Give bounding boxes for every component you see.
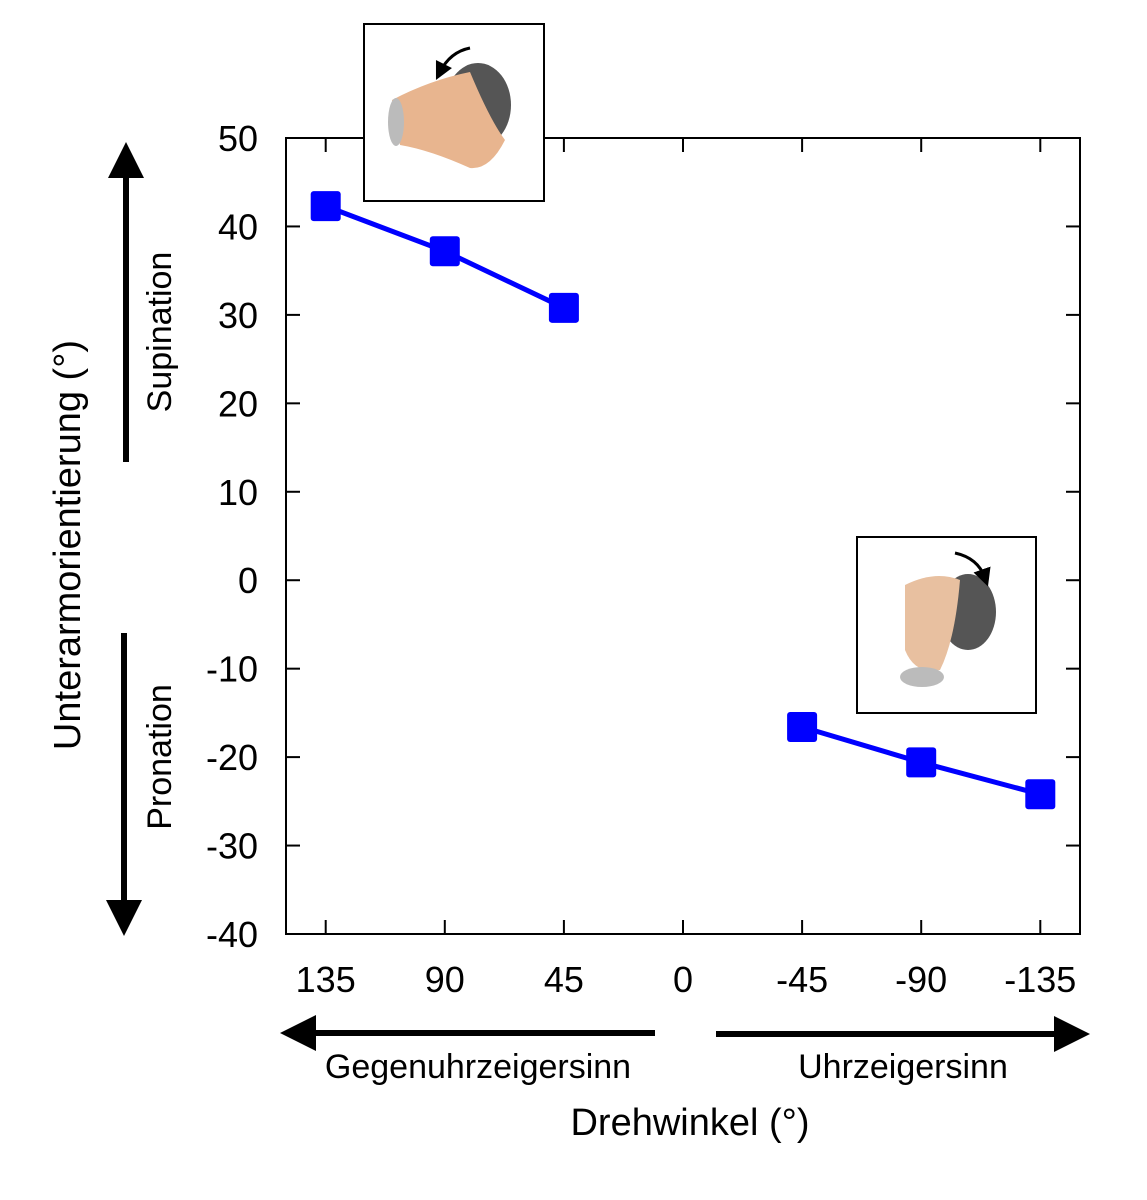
y-tick-label: 0 xyxy=(238,560,258,601)
x-tick-label: -135 xyxy=(1004,959,1076,1000)
x-tick-label: 90 xyxy=(425,959,465,1000)
y-tick-label: 10 xyxy=(218,472,258,513)
supination-label: Supination xyxy=(141,252,179,413)
y-tick-label: -10 xyxy=(206,649,258,690)
clockwise-label: Uhrzeigersinn xyxy=(798,1048,1008,1086)
x-tick-label: 135 xyxy=(296,959,356,1000)
data-point xyxy=(1025,779,1056,810)
y-tick-label: -40 xyxy=(206,914,258,955)
x-tick-label: -45 xyxy=(776,959,828,1000)
data-point xyxy=(310,191,341,222)
y-tick-label: 20 xyxy=(218,383,258,424)
data-point xyxy=(906,747,937,778)
y-tick-label: -20 xyxy=(206,737,258,778)
y-axis-label: Unterarmorientierung (°) xyxy=(47,340,89,750)
y-tick-label: 30 xyxy=(218,295,258,336)
hand-cw-image xyxy=(856,536,1037,714)
y-tick-label: -30 xyxy=(206,826,258,867)
x-axis-label: Drehwinkel (°) xyxy=(570,1102,809,1144)
series-layer xyxy=(310,191,1056,810)
hand-ccw-image xyxy=(363,23,545,202)
x-tick-label: 45 xyxy=(544,959,584,1000)
y-tick-label: 50 xyxy=(218,118,258,159)
counterclockwise-label: Gegenuhrzeigersinn xyxy=(325,1048,631,1086)
data-point xyxy=(429,236,460,267)
x-tick-label: 0 xyxy=(673,959,693,1000)
data-point xyxy=(548,292,579,323)
x-tick-label: -90 xyxy=(895,959,947,1000)
y-tick-label: 40 xyxy=(218,206,258,247)
data-point xyxy=(787,712,818,743)
axes: 50 40 30 20 10 0 -10 -20 -30 -40 135 90 45 0 -45 -90 -13… xyxy=(206,118,1081,1000)
pronation-label: Pronation xyxy=(141,684,179,830)
